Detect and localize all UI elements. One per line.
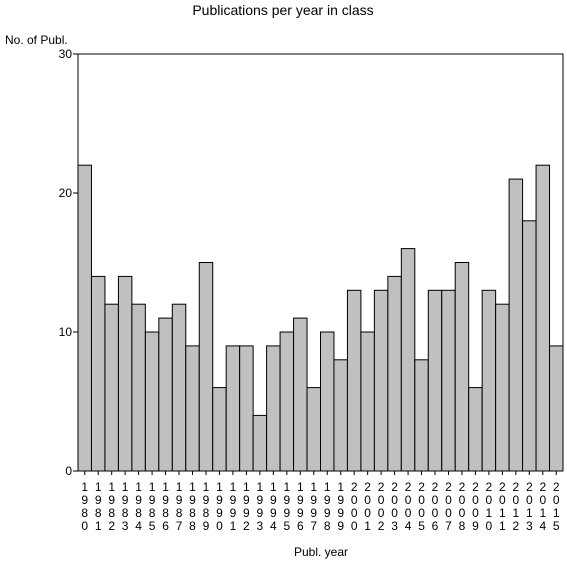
bar-1982 [104,303,119,472]
y-tick-label: 20 [59,186,73,200]
bar-1990 [212,387,227,472]
bar-2012 [508,178,524,472]
plot-frame [77,53,564,472]
bar-2002 [373,289,389,472]
bar-2014 [535,164,551,472]
bar-1988 [185,345,200,472]
bar-1985 [144,331,160,472]
bar-1992 [239,345,254,472]
bar-1998 [320,331,335,472]
bar-2009 [468,387,483,472]
bar-2008 [454,262,470,472]
bar-2011 [495,303,510,472]
bar-1991 [225,345,241,472]
bar-2013 [522,220,537,472]
bar-1980 [77,164,92,472]
bar-1981 [90,275,106,472]
bar-1987 [171,303,187,472]
bar-2003 [387,275,402,472]
y-axis-label: No. of Publ. [5,33,68,47]
x-axis-label: Publ. year [294,545,348,559]
y-tick-label: 10 [59,325,73,339]
chart-title: Publications per year in class [192,2,373,18]
bar-1994 [266,345,281,472]
y-axis-ticks: 0 10 20 30 [59,47,78,478]
bar-1993 [252,414,268,472]
bar-2015 [549,345,564,472]
bar-2004 [400,248,416,472]
bar-2010 [481,289,497,472]
bar-2000 [346,289,362,472]
y-tick-label: 30 [59,47,73,61]
bar-1989 [198,262,214,472]
bar-2006 [427,289,443,472]
bar-2007 [441,289,456,472]
bar-1983 [117,275,133,472]
bar-1986 [158,317,173,472]
bar-1999 [333,359,348,472]
bar-2005 [414,359,429,472]
bar-1984 [131,303,146,472]
bar-2001 [360,331,375,472]
bar-1995 [279,331,295,472]
x-axis-ticks: 1 9 8 0 1 9 8 1 1 9 8 2 1 9 8 3 1 9 8 4 1 9 8 5 1 9 8 6 1 9 8 7 1 9 8 8 1 9 8 9… [81,471,560,533]
bar-1996 [293,317,308,472]
bars-group [77,164,564,472]
y-tick-label: 0 [65,464,72,478]
bar-1997 [306,387,321,472]
